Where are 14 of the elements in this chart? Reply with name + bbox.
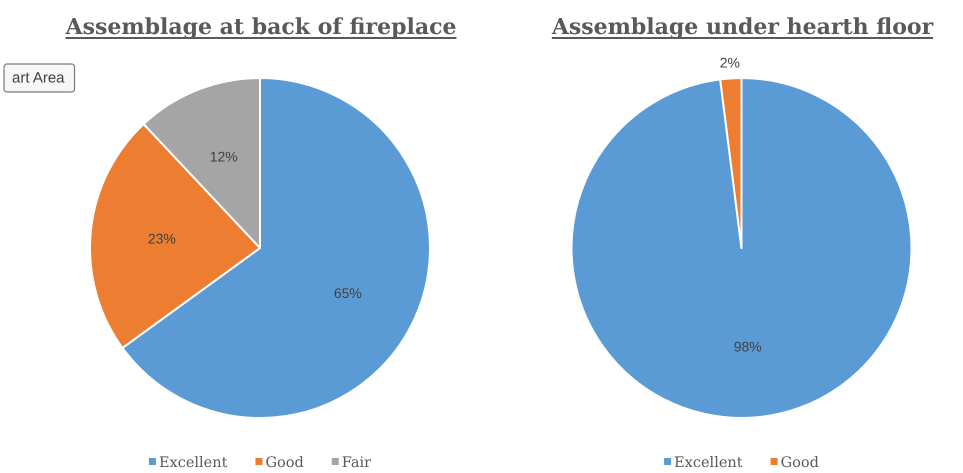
legend-label: Excellent — [158, 455, 228, 471]
data-label: 2% — [720, 54, 740, 70]
data-label: 65% — [334, 284, 362, 301]
legend-label: Good — [780, 455, 819, 471]
data-label: 23% — [148, 230, 176, 247]
legend-label: Fair — [342, 455, 372, 471]
legend-label: Good — [265, 455, 304, 471]
legend-label: Excellent — [674, 455, 743, 471]
data-label: 12% — [210, 148, 238, 164]
chart-title: Assemblage at back of fireplace — [64, 14, 456, 40]
text: art Area — [12, 70, 66, 86]
chart-title: Assemblage under hearth floor — [550, 14, 934, 40]
data-label: 98% — [734, 338, 762, 354]
pie-slice — [570, 77, 912, 419]
